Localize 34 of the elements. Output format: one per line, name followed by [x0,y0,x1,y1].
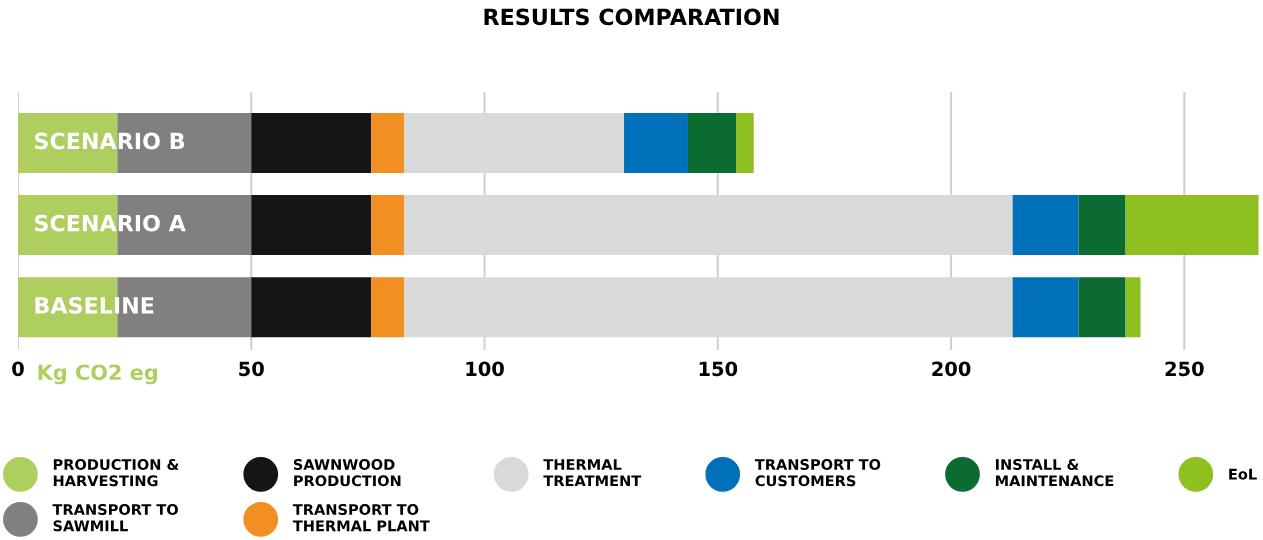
bar [1125,195,1259,256]
y-tick-label: SCENARIO A [34,214,186,232]
y-tick-label: BASELINE [35,296,154,314]
bar [371,277,405,338]
bar [1078,195,1126,256]
x-tick-label: 200 [932,361,971,377]
legend-label: TRANSPORT TO THERMAL PLANT [292,503,430,532]
x-tick-label: 0 [12,361,24,377]
legend-label: SAWNWOOD PRODUCTION [293,458,401,487]
bar [1078,277,1126,338]
bar [1012,195,1079,256]
bar [251,195,372,256]
legend-label: TRANSPORT TO SAWMILL [52,503,178,532]
x-tick-label: 50 [239,361,264,377]
legend-label: PRODUCTION & HARVESTING [53,458,179,487]
legend-label: THERMAL TREATMENT [543,459,642,487]
x-tick-label: 150 [699,361,738,377]
bar [1125,277,1141,338]
bar [251,277,372,338]
y-tick-label: SCENARIO B [34,132,185,150]
bar [1012,277,1079,338]
chart-title: RESULTS COMPARATION [484,8,779,26]
bar [371,195,405,256]
legend-label: INSTALL & MAINTENANCE [995,458,1114,487]
legend-label: EoL [1229,468,1257,480]
x-axis-title: Kg CO2 eg [38,364,157,385]
bar [371,112,405,173]
x-tick-label: 100 [466,361,504,377]
bar [687,112,737,173]
bar [251,112,372,173]
bar [624,112,688,173]
legend-label: TRANSPORT TO CUSTOMERS [754,458,881,487]
x-tick-label: 250 [1165,361,1204,377]
bar [736,112,754,173]
